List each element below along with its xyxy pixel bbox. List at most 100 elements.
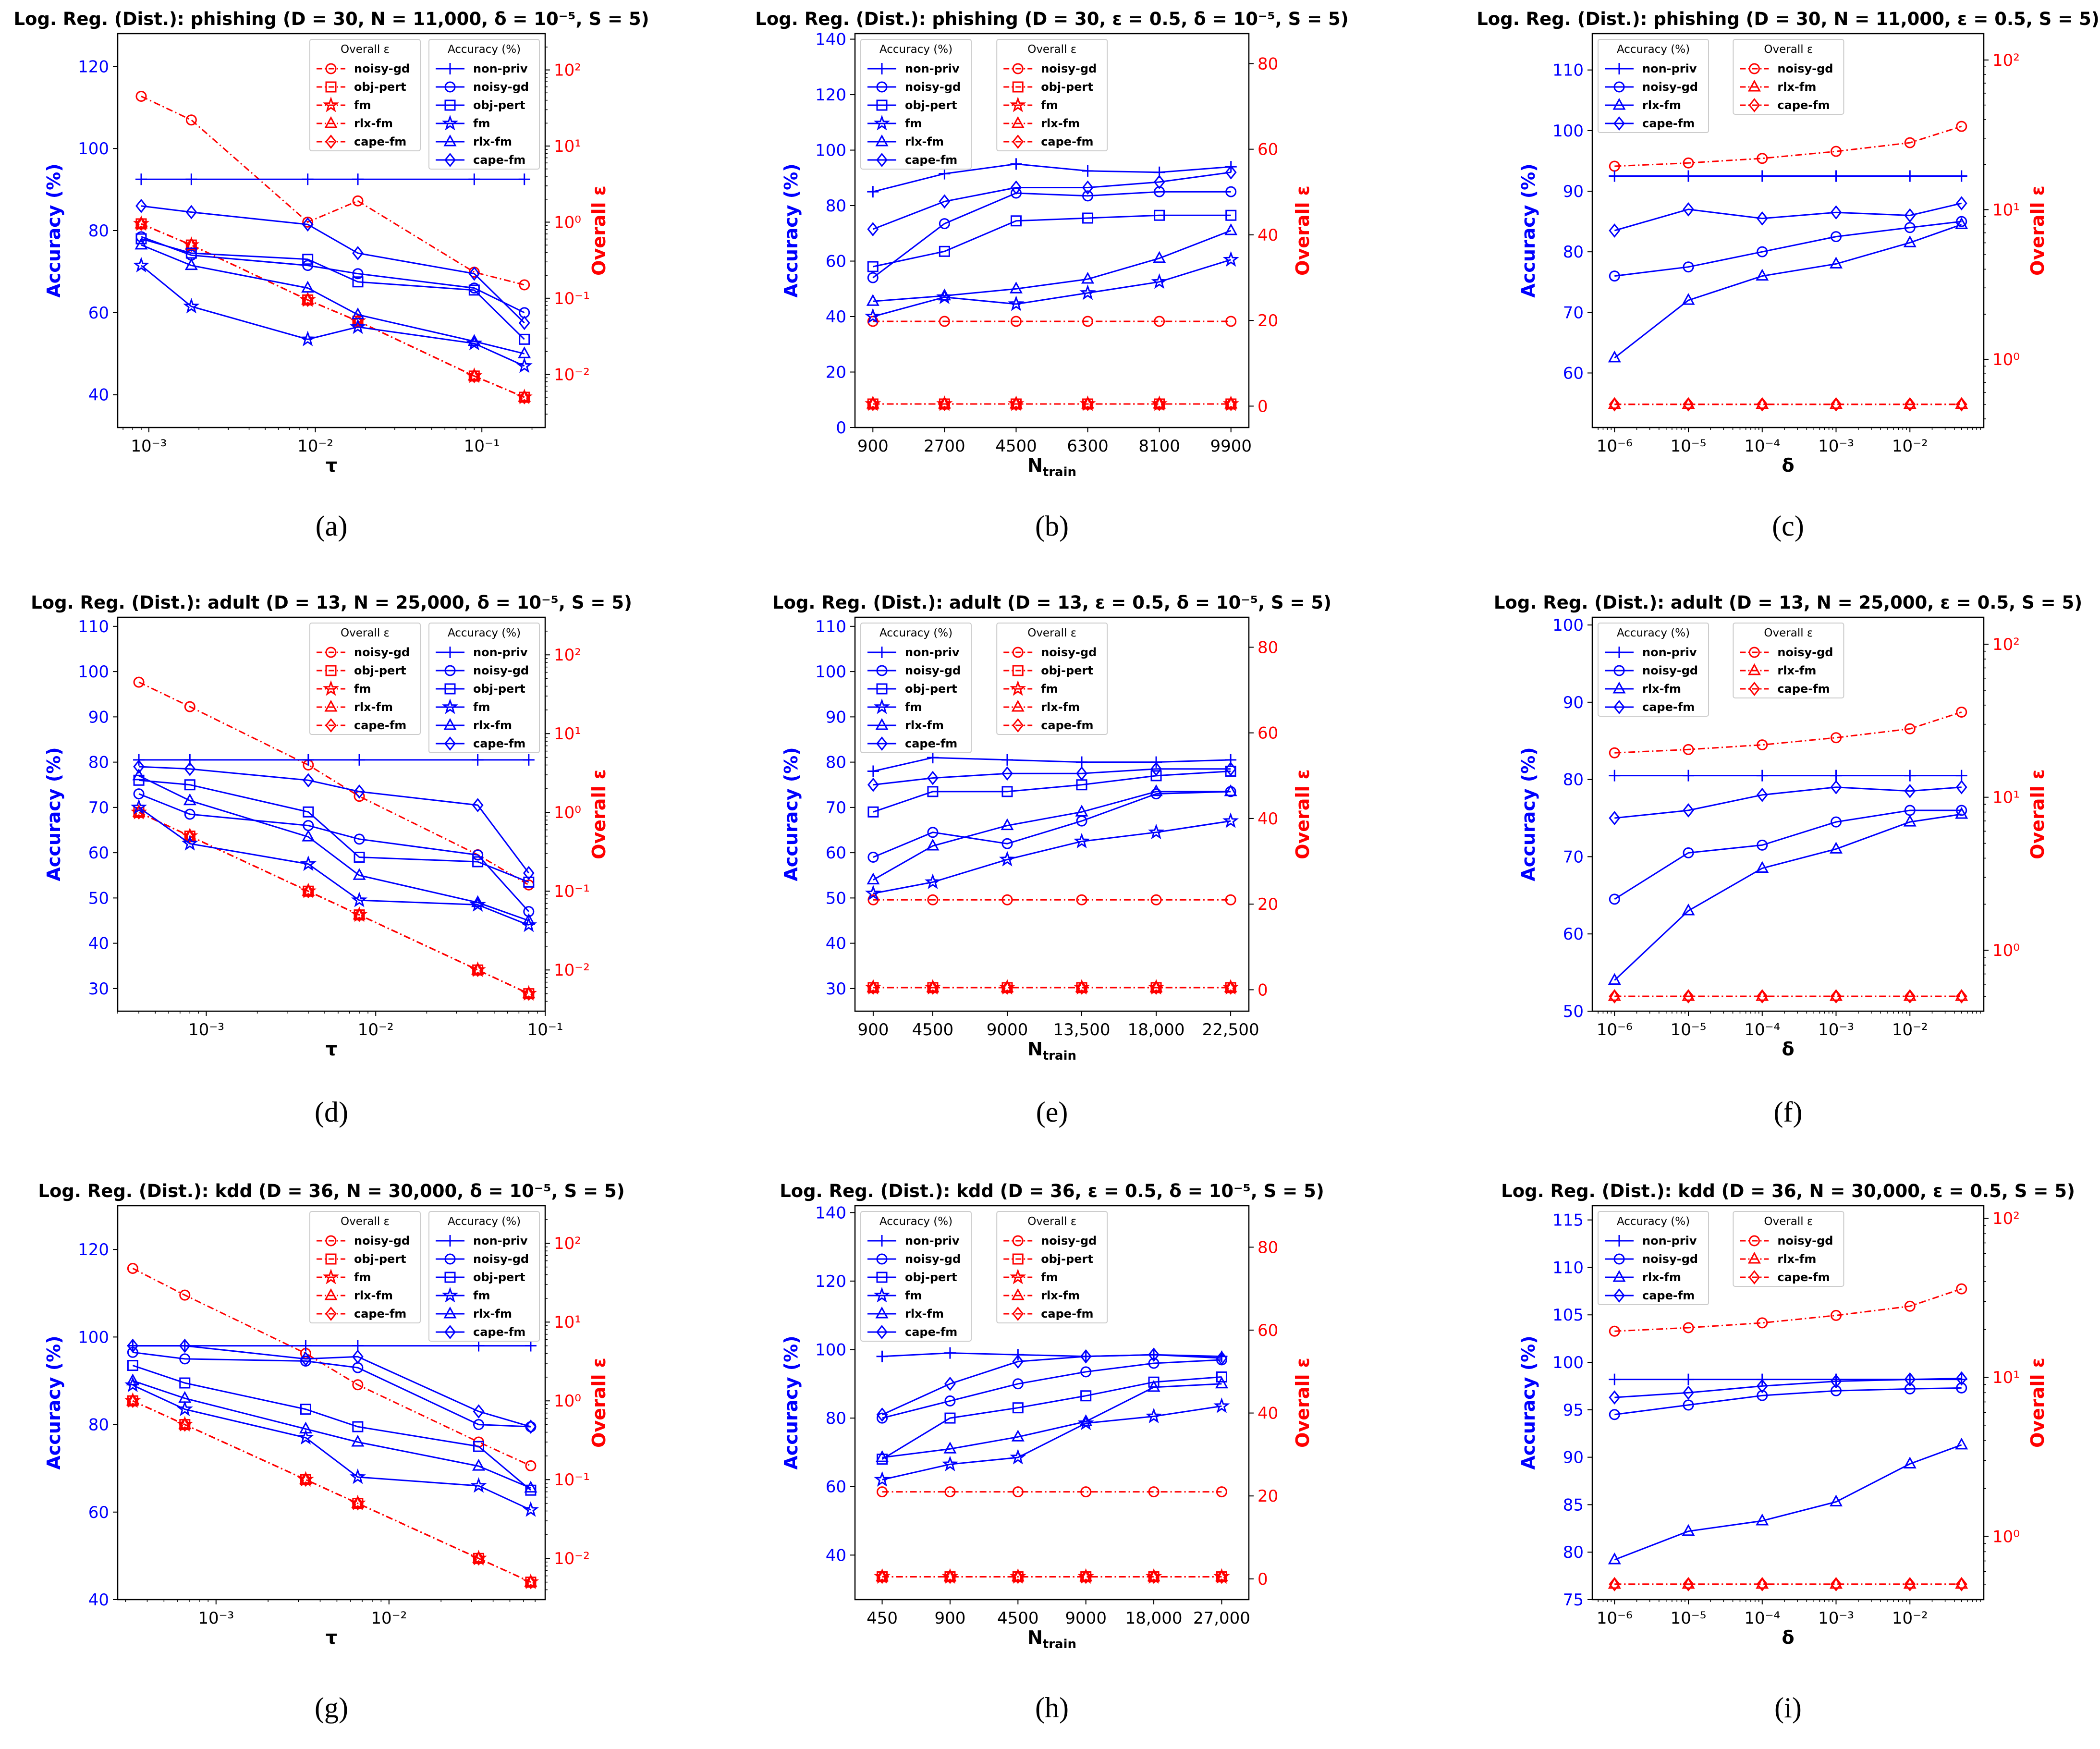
x-tick-label: 900: [857, 437, 889, 456]
acc-point-fm: [1010, 1449, 1026, 1465]
legend-marker-noisy-gd: [325, 1235, 337, 1247]
eps-point-cape-fm: [1955, 397, 1967, 412]
legend-label-fm: fm: [905, 1289, 922, 1302]
acc-point-fm: [1008, 295, 1025, 311]
acc-line-cape-fm: [133, 1345, 531, 1428]
x-axis-label: δ: [1782, 1039, 1794, 1060]
eps-point-noisy-gd: [519, 279, 530, 291]
legend-marker-fm: [873, 698, 891, 714]
legend-marker-cape-fm: [444, 736, 456, 751]
legend-label-obj-pert: obj-pert: [354, 80, 406, 94]
eps-point-noisy-gd: [1904, 723, 1916, 734]
eps-point-cape-fm: [1683, 989, 1694, 1004]
legend-label-obj-pert: obj-pert: [473, 1271, 525, 1284]
y2-tick-label: 10⁻²: [554, 1549, 590, 1568]
legend-label-non-priv: non-priv: [1642, 646, 1697, 659]
y2-tick-label: 10⁻¹: [554, 1470, 590, 1490]
y2-tick-label: 20: [1258, 311, 1278, 330]
acc-point-noisy-gd: [867, 272, 879, 283]
acc-point-rlx-fm: [1147, 1380, 1160, 1392]
acc-point-cape-fm: [518, 316, 530, 330]
acc-point-rlx-fm: [126, 1373, 139, 1385]
plot-frame: [854, 33, 1250, 428]
acc-point-cape-fm: [1080, 1349, 1092, 1364]
acc-point-non-priv: [1609, 770, 1621, 782]
acc-point-cape-fm: [135, 198, 147, 213]
acc-point-noisy-gd: [1831, 1385, 1842, 1396]
acc-point-non-priv: [1609, 1373, 1621, 1385]
y2-tick-label: 80: [1258, 1238, 1278, 1257]
legend-label-rlx-fm: rlx-fm: [1041, 117, 1080, 130]
acc-point-rlx-fm: [301, 281, 315, 293]
eps-point-noisy-gd: [184, 701, 195, 712]
acc-point-noisy-gd: [944, 1395, 956, 1407]
y2-tick-label: 10¹: [554, 137, 581, 156]
legend-label-rlx-fm: rlx-fm: [1777, 80, 1816, 94]
legend-title: Overall ε: [1027, 627, 1076, 639]
eps-point-cape-fm: [354, 907, 365, 922]
eps-point-cape-fm: [1683, 397, 1694, 412]
legend-marker-rlx-fm: [1612, 98, 1626, 110]
acc-point-obj-pert: [944, 1412, 956, 1424]
y-tick-label: 80: [88, 753, 109, 772]
acc-point-cape-fm: [525, 1419, 537, 1434]
eps-point-noisy-gd: [1150, 894, 1162, 905]
legend-marker-noisy-gd: [1748, 1235, 1760, 1247]
acc-point-fm: [299, 330, 316, 346]
acc-point-noisy-gd: [127, 1346, 138, 1358]
eps-point-fm: [470, 1550, 487, 1566]
legend-epsilon: Overall ε noisy-gd obj-pert fm rlx-fm cape-fm: [309, 623, 421, 735]
acc-point-noisy-gd: [1225, 186, 1237, 197]
eps-line-noisy-gd: [1614, 711, 1962, 754]
legend-marker-fm: [322, 1268, 340, 1284]
legend-title: Accuracy (%): [448, 1215, 521, 1228]
chart-panel-g: Log. Reg. (Dist.): kdd (D = 36, N = 30,0…: [38, 1181, 624, 1724]
acc-point-non-priv: [1756, 770, 1768, 782]
y-tick-label: 60: [826, 844, 846, 863]
eps-point-rlx-fm: [351, 1496, 365, 1508]
legend-epsilon: Overall ε noisy-gd rlx-fm cape-fm: [1733, 1211, 1844, 1287]
eps-point-rlx-fm: [1903, 397, 1917, 409]
acc-line-fm: [132, 1384, 531, 1511]
acc-point-cape-fm: [302, 773, 314, 788]
y-tick-label: 100: [78, 139, 109, 159]
y-tick-label: 60: [826, 1478, 846, 1497]
chart-panel-e: Log. Reg. (Dist.): adult (D = 13, ε = 0.…: [772, 592, 1331, 1128]
acc-point-fm: [183, 298, 200, 314]
acc-series-rlx-fm: [866, 223, 1238, 306]
acc-series-rlx-fm: [1608, 807, 1968, 985]
legend-label-noisy-gd: noisy-gd: [905, 664, 961, 677]
y-tick-label: 80: [88, 1416, 109, 1435]
legend-marker-rlx-fm: [1612, 681, 1626, 694]
plot-frame: [1591, 33, 1985, 428]
eps-point-rlx-fm: [126, 1394, 139, 1406]
x-tick-label: 900: [857, 1020, 889, 1040]
acc-series-cape-fm: [867, 165, 1237, 237]
acc-point-cape-fm: [1082, 180, 1094, 195]
eps-point-rlx-fm: [1608, 1577, 1621, 1589]
acc-point-fm: [1145, 1407, 1162, 1424]
acc-line-noisy-gd: [1614, 1387, 1962, 1416]
acc-point-fm: [1222, 251, 1239, 267]
acc-point-rlx-fm: [926, 838, 940, 851]
legend-label-cape-fm: cape-fm: [1041, 1307, 1093, 1321]
eps-point-noisy-gd: [1757, 739, 1768, 751]
acc-point-non-priv: [1082, 165, 1094, 177]
y-tick-label: 40: [88, 386, 109, 405]
eps-series-cape-fm: [127, 1394, 537, 1590]
eps-point-rlx-fm: [471, 963, 485, 975]
acc-line-noisy-gd: [138, 793, 529, 912]
legend-marker-cape-fm: [1613, 700, 1625, 714]
acc-point-obj-pert: [472, 856, 484, 868]
eps-point-noisy-gd: [1001, 894, 1013, 905]
x-axis-label: τ: [326, 1627, 337, 1648]
acc-point-obj-pert: [1010, 215, 1022, 227]
eps-series-noisy-gd: [1609, 121, 1967, 172]
acc-point-rlx-fm: [1682, 903, 1695, 916]
legend-label-obj-pert: obj-pert: [1041, 80, 1093, 94]
panel-caption: (c): [1772, 510, 1804, 542]
legend-epsilon: Overall ε noisy-gd obj-pert fm rlx-fm cape-fm: [309, 39, 421, 151]
y-axis-label: Accuracy (%): [1518, 163, 1539, 297]
eps-point-fm: [520, 985, 537, 1001]
legend-label-fm: fm: [1041, 682, 1058, 696]
